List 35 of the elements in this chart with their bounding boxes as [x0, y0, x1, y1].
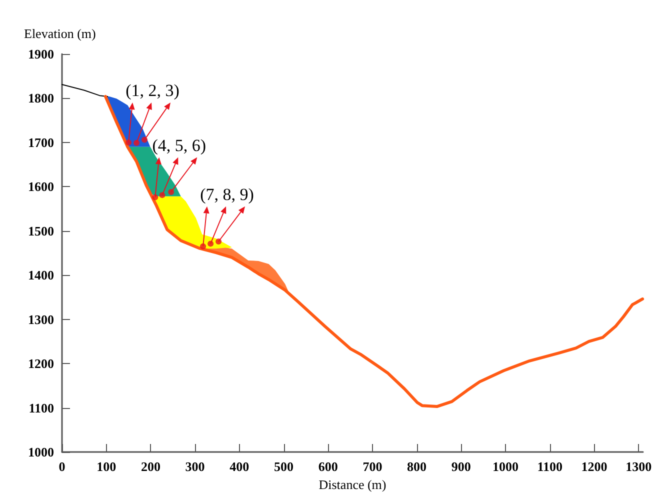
x-tick-label: 600 [318, 459, 338, 474]
point [168, 188, 174, 195]
y-tick-label: 1200 [28, 356, 54, 372]
x-tick-label: 300 [185, 459, 205, 474]
annotation: (4, 5, 6) [152, 136, 206, 155]
x-tick-label: 800 [407, 459, 427, 474]
x-tick-label: 1000 [492, 459, 519, 474]
y-tick-label: 1000 [28, 444, 54, 460]
y-tick-label: 1700 [28, 134, 54, 150]
y-tick-label: 1800 [28, 90, 54, 106]
y-tick-label: 1900 [28, 46, 54, 62]
y-tick-label: 1300 [28, 312, 54, 327]
x-tick-label: 1200 [581, 459, 608, 474]
x-tick-label: 400 [230, 459, 250, 474]
x-tick-label: 700 [362, 459, 382, 474]
x-tick-label: 0 [58, 459, 66, 474]
y-axis-title: Elevation (m) [24, 26, 96, 41]
point [200, 243, 206, 250]
x-tick-label: 500 [274, 459, 294, 474]
point [134, 140, 140, 146]
x-tick-label: 200 [140, 459, 160, 474]
x-tick-label: 100 [96, 459, 116, 474]
point [216, 238, 222, 244]
y-tick-label: 1100 [28, 400, 54, 416]
x-tick-label: 900 [451, 459, 471, 474]
x-tick-label: 1100 [537, 459, 563, 474]
y-tick-label: 1600 [28, 179, 54, 194]
y-tick-label: 1400 [28, 268, 54, 283]
annotation: (7, 8, 9) [200, 184, 254, 204]
point [126, 139, 132, 146]
line-series [62, 84, 108, 97]
annotation: (1, 2, 3) [126, 80, 180, 100]
x-axis-title: Distance (m) [318, 477, 386, 492]
x-tick-label: 1300 [626, 459, 652, 474]
y-tick-label: 1500 [28, 223, 54, 238]
